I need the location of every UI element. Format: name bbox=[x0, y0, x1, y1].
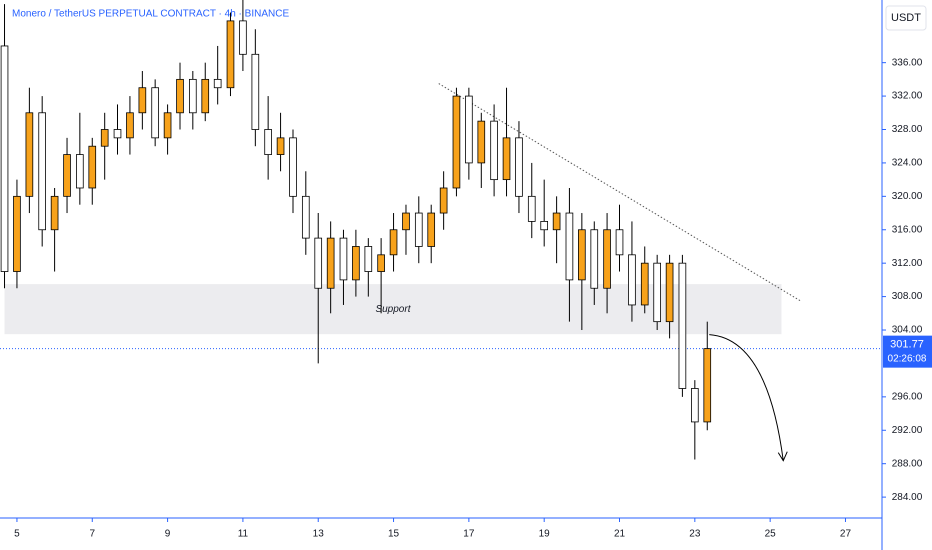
candle-body bbox=[163, 112, 172, 139]
candle-body bbox=[326, 237, 335, 289]
x-tick-label: 25 bbox=[765, 529, 777, 540]
support-label: Support bbox=[375, 304, 411, 315]
candle-body bbox=[38, 112, 46, 231]
y-tick-label: 288.00 bbox=[892, 458, 923, 469]
y-tick-label: 308.00 bbox=[892, 291, 923, 302]
x-tick-label: 19 bbox=[539, 529, 551, 540]
y-tick-label: 328.00 bbox=[892, 124, 923, 135]
y-tick-label: 316.00 bbox=[892, 224, 923, 235]
candle-body bbox=[339, 237, 348, 281]
candle-body bbox=[100, 129, 109, 147]
y-tick-label: 324.00 bbox=[892, 158, 923, 169]
candle-body bbox=[226, 20, 235, 89]
candle-body bbox=[465, 95, 473, 164]
candle-body bbox=[703, 348, 712, 423]
x-tick-label: 9 bbox=[165, 529, 171, 540]
candle-body bbox=[176, 78, 184, 114]
candle-body bbox=[603, 229, 611, 289]
y-tick-label: 292.00 bbox=[892, 425, 923, 436]
candle-body bbox=[490, 120, 498, 181]
last-price-label: 301.77 bbox=[890, 339, 924, 351]
y-axis-label: USDT bbox=[891, 12, 921, 24]
candle-body bbox=[653, 262, 661, 323]
y-tick-label: 332.00 bbox=[892, 91, 923, 102]
projection-arrow bbox=[709, 334, 784, 461]
x-tick-label: 5 bbox=[14, 529, 20, 540]
candle-body bbox=[352, 246, 360, 281]
candle-body bbox=[665, 262, 674, 323]
candle-body bbox=[678, 262, 687, 389]
candle-body bbox=[552, 212, 561, 231]
candle-body bbox=[565, 212, 574, 281]
x-tick-label: 17 bbox=[463, 529, 475, 540]
projection-arrowhead bbox=[777, 451, 788, 462]
x-tick-label: 11 bbox=[238, 529, 249, 540]
candle-body bbox=[439, 187, 448, 214]
candle-body bbox=[76, 154, 84, 189]
candle-body bbox=[213, 78, 222, 89]
candle-body bbox=[113, 129, 122, 139]
candle-body bbox=[50, 195, 59, 231]
candle-body bbox=[314, 237, 323, 289]
candle-body bbox=[414, 212, 423, 247]
x-tick-label: 23 bbox=[689, 529, 701, 540]
candle-body bbox=[25, 112, 34, 197]
last-price-box bbox=[883, 335, 932, 368]
candle-body bbox=[251, 53, 260, 130]
candle-body bbox=[364, 246, 373, 272]
candle-body bbox=[88, 145, 97, 189]
y-tick-label: 336.00 bbox=[892, 57, 923, 68]
candle-body bbox=[151, 87, 159, 139]
x-tick-label: 21 bbox=[614, 529, 626, 540]
candle-body bbox=[515, 137, 523, 197]
trendline bbox=[438, 83, 801, 302]
chart-title: Monero / TetherUS PERPETUAL CONTRACT · 4… bbox=[12, 9, 289, 20]
x-tick-label: 15 bbox=[388, 529, 400, 540]
y-tick-label: 320.00 bbox=[892, 191, 923, 202]
support-zone bbox=[4, 284, 782, 335]
candle-body bbox=[63, 154, 71, 197]
candle-body bbox=[138, 87, 147, 114]
candle-body bbox=[377, 254, 385, 272]
y-tick-label: 304.00 bbox=[892, 325, 923, 336]
candle-body bbox=[0, 45, 9, 272]
candle-body bbox=[502, 137, 511, 181]
countdown-label: 02:26:08 bbox=[888, 353, 927, 364]
candle-body bbox=[590, 229, 599, 289]
candle-body bbox=[427, 212, 436, 247]
candle-body bbox=[276, 137, 285, 155]
candle-body bbox=[527, 195, 536, 222]
candle-body bbox=[389, 229, 398, 256]
candle-body bbox=[452, 95, 461, 189]
candle-body bbox=[126, 112, 134, 139]
candle-body bbox=[540, 221, 549, 231]
x-tick-label: 7 bbox=[89, 529, 95, 540]
candle-body bbox=[477, 120, 486, 164]
y-tick-label: 296.00 bbox=[892, 391, 923, 402]
candle-body bbox=[402, 212, 410, 231]
unit-box[interactable] bbox=[885, 5, 927, 31]
x-tick-label: 27 bbox=[840, 529, 852, 540]
candle-body bbox=[264, 129, 272, 155]
x-tick-label: 13 bbox=[313, 529, 325, 540]
candle-body bbox=[640, 262, 649, 306]
y-tick-label: 312.00 bbox=[892, 258, 923, 269]
candle-body bbox=[201, 78, 210, 114]
candle-body bbox=[239, 20, 247, 55]
candle-body bbox=[289, 137, 297, 197]
candle-body bbox=[301, 195, 310, 239]
candle-body bbox=[189, 78, 197, 114]
y-tick-label: 284.00 bbox=[892, 492, 923, 503]
candle-body bbox=[13, 195, 21, 272]
candle-body bbox=[691, 388, 699, 423]
candle-body bbox=[615, 229, 624, 256]
candle-body bbox=[578, 229, 586, 281]
candle-body bbox=[628, 254, 636, 306]
